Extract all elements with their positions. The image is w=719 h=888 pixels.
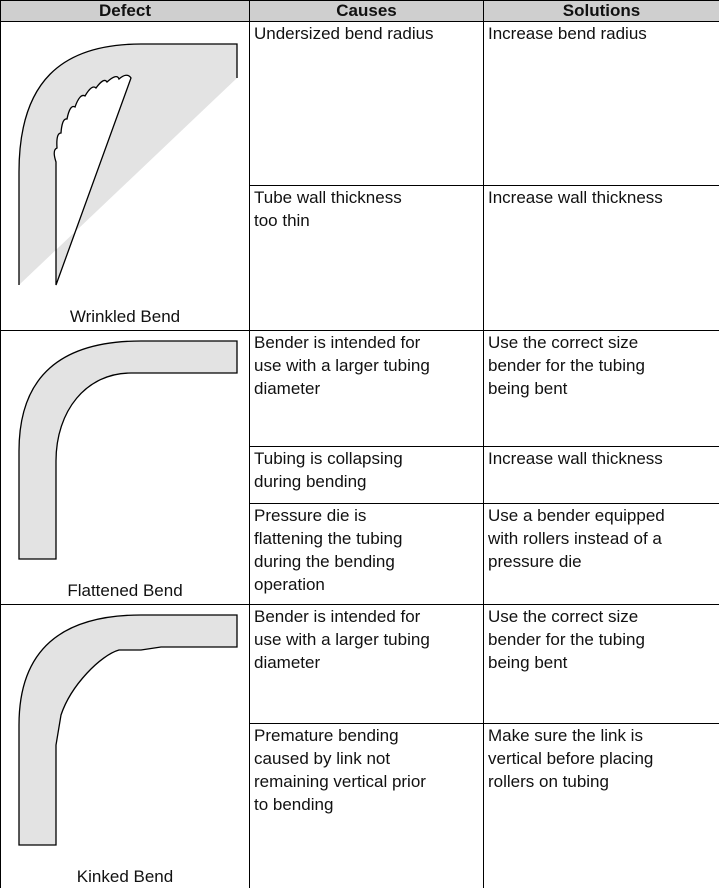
- cause-cell: Premature bending caused by link not rem…: [249, 723, 484, 888]
- table-row: Flattened Bend Bender is intended for use…: [0, 329, 719, 605]
- cause-cell: Tubing is collapsing during bending: [249, 446, 484, 504]
- solution-cell: Increase bend radius: [483, 21, 719, 186]
- solution-cell: Use the correct size bender for the tubi…: [483, 329, 719, 448]
- cause-cell: Bender is intended for use with a larger…: [249, 603, 484, 725]
- defect-label: Flattened Bend: [67, 581, 183, 600]
- header-cell: Defect: [0, 0, 250, 22]
- defect-cell: Wrinkled Bend: [0, 21, 250, 331]
- solution-cell: Make sure the link is vertical before pl…: [483, 723, 719, 888]
- table-row: Pressure die is flattening the tubing du…: [1, 502, 719, 606]
- defect-cell: Kinked Bend: [0, 604, 250, 888]
- table-row: Wrinkled Bend Undersized bend radius Incre…: [0, 21, 719, 331]
- header-cell: Solutions: [483, 0, 719, 22]
- solution-cell: Increase wall thickness: [483, 184, 719, 332]
- table-row: Premature bending caused by link not rem…: [1, 723, 719, 888]
- bend-illustration: [18, 43, 238, 286]
- bend-illustration: [18, 614, 238, 846]
- solution-cell: Use a bender equipped with rollers inste…: [483, 502, 719, 606]
- cause-cell: Tube wall thickness too thin: [249, 184, 484, 332]
- defect-label: Wrinkled Bend: [69, 307, 181, 326]
- tube-shape: [18, 614, 238, 846]
- header-row: Defect Causes Solutions: [0, 0, 719, 22]
- solution-cell: Use the correct size bender for the tubi…: [483, 603, 719, 725]
- defect-cell: Flattened Bend: [0, 330, 250, 605]
- solution-cell: Increase wall thickness: [483, 446, 719, 504]
- defect-label: Kinked Bend: [76, 867, 174, 886]
- table-row: Tube wall thickness too thin Increase wal…: [1, 184, 719, 332]
- table-row: Kinked Bend Bender is intended for use wi…: [0, 603, 719, 888]
- tube-shape: [18, 43, 238, 286]
- cause-cell: Undersized bend radius: [249, 21, 484, 186]
- tube-shape: [18, 340, 238, 560]
- cause-cell: Pressure die is flattening the tubing du…: [249, 502, 484, 606]
- cause-cell: Bender is intended for use with a larger…: [249, 329, 484, 448]
- header-cell: Causes: [249, 0, 484, 22]
- bend-illustration: [18, 340, 238, 560]
